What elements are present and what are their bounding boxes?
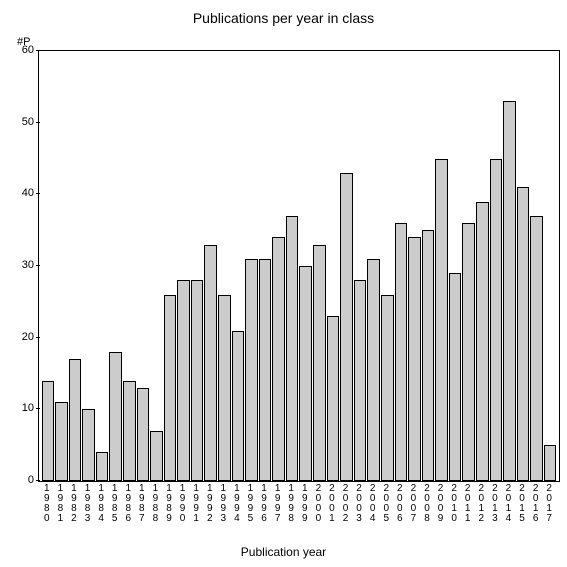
bar (204, 245, 217, 482)
bar (408, 237, 421, 481)
bar (449, 273, 462, 481)
x-tick-label: 2007 (407, 480, 421, 540)
x-tick-label: 1985 (108, 480, 122, 540)
x-tick-label: 2014 (502, 480, 516, 540)
x-axis-label: Publication year (0, 545, 567, 559)
bar (530, 216, 543, 481)
bar (299, 266, 312, 481)
x-tick-label: 1988 (149, 480, 163, 540)
x-tick-label: 1984 (94, 480, 108, 540)
bar (422, 230, 435, 481)
bar (55, 402, 68, 481)
bar (354, 280, 367, 481)
x-tick-label: 1996 (257, 480, 271, 540)
x-tick-label: 2006 (393, 480, 407, 540)
x-ticks: 1980198119821983198419851986198719881989… (38, 480, 558, 540)
x-tick-label: 2009 (434, 480, 448, 540)
y-tick-label: 10 (4, 402, 34, 414)
x-tick-label: 1992 (203, 480, 217, 540)
bar (435, 159, 448, 482)
bar (395, 223, 408, 481)
x-tick-label: 1999 (298, 480, 312, 540)
bar (490, 159, 503, 482)
bar (218, 295, 231, 481)
y-tick-label: 30 (4, 259, 34, 271)
y-tick-label: 40 (4, 187, 34, 199)
bar (69, 359, 82, 481)
x-tick-label: 1981 (54, 480, 68, 540)
bar (340, 173, 353, 481)
x-tick-label: 2017 (542, 480, 556, 540)
bar (42, 381, 55, 481)
x-tick-label: 1987 (135, 480, 149, 540)
y-ticks: 0102030405060 (0, 50, 38, 480)
y-tick-label: 60 (4, 44, 34, 56)
bar (96, 452, 109, 481)
bar (544, 445, 557, 481)
bar (164, 295, 177, 481)
bar (123, 381, 136, 481)
x-tick-label: 2011 (461, 480, 475, 540)
x-tick-label: 1993 (217, 480, 231, 540)
x-tick-label: 1994 (230, 480, 244, 540)
chart-container: Publications per year in class #P 010203… (0, 0, 567, 567)
bar (381, 295, 394, 481)
x-tick-label: 2015 (515, 480, 529, 540)
bar (82, 409, 95, 481)
bar (462, 223, 475, 481)
x-tick-label: 1986 (121, 480, 135, 540)
bar (272, 237, 285, 481)
bars-group (39, 51, 559, 481)
bar (109, 352, 122, 481)
bar (476, 202, 489, 482)
bar (503, 101, 516, 481)
y-tick-label: 0 (4, 474, 34, 486)
bar (177, 280, 190, 481)
y-tick-label: 50 (4, 116, 34, 128)
x-tick-label: 2003 (352, 480, 366, 540)
x-tick-label: 1990 (176, 480, 190, 540)
x-tick-label: 1991 (189, 480, 203, 540)
x-tick-label: 2000 (312, 480, 326, 540)
bar (150, 431, 163, 481)
bar (259, 259, 272, 481)
x-tick-label: 1980 (40, 480, 54, 540)
bar (191, 280, 204, 481)
x-tick-label: 2002 (339, 480, 353, 540)
plot-area (38, 50, 560, 482)
chart-title: Publications per year in class (0, 10, 567, 26)
bar (245, 259, 258, 481)
x-tick-label: 2008 (420, 480, 434, 540)
x-tick-label: 1983 (81, 480, 95, 540)
x-tick-label: 2012 (475, 480, 489, 540)
bar (367, 259, 380, 481)
x-tick-label: 2016 (529, 480, 543, 540)
bar (313, 245, 326, 482)
x-tick-label: 2001 (325, 480, 339, 540)
x-tick-label: 2004 (366, 480, 380, 540)
x-tick-label: 1998 (284, 480, 298, 540)
x-tick-label: 1982 (67, 480, 81, 540)
y-tick-label: 20 (4, 331, 34, 343)
x-tick-label: 2005 (379, 480, 393, 540)
bar (517, 187, 530, 481)
x-tick-label: 1995 (244, 480, 258, 540)
x-tick-label: 1989 (162, 480, 176, 540)
x-tick-label: 2010 (447, 480, 461, 540)
x-tick-label: 1997 (271, 480, 285, 540)
bar (232, 331, 245, 482)
x-tick-label: 2013 (488, 480, 502, 540)
bar (137, 388, 150, 481)
bar (286, 216, 299, 481)
bar (327, 316, 340, 481)
